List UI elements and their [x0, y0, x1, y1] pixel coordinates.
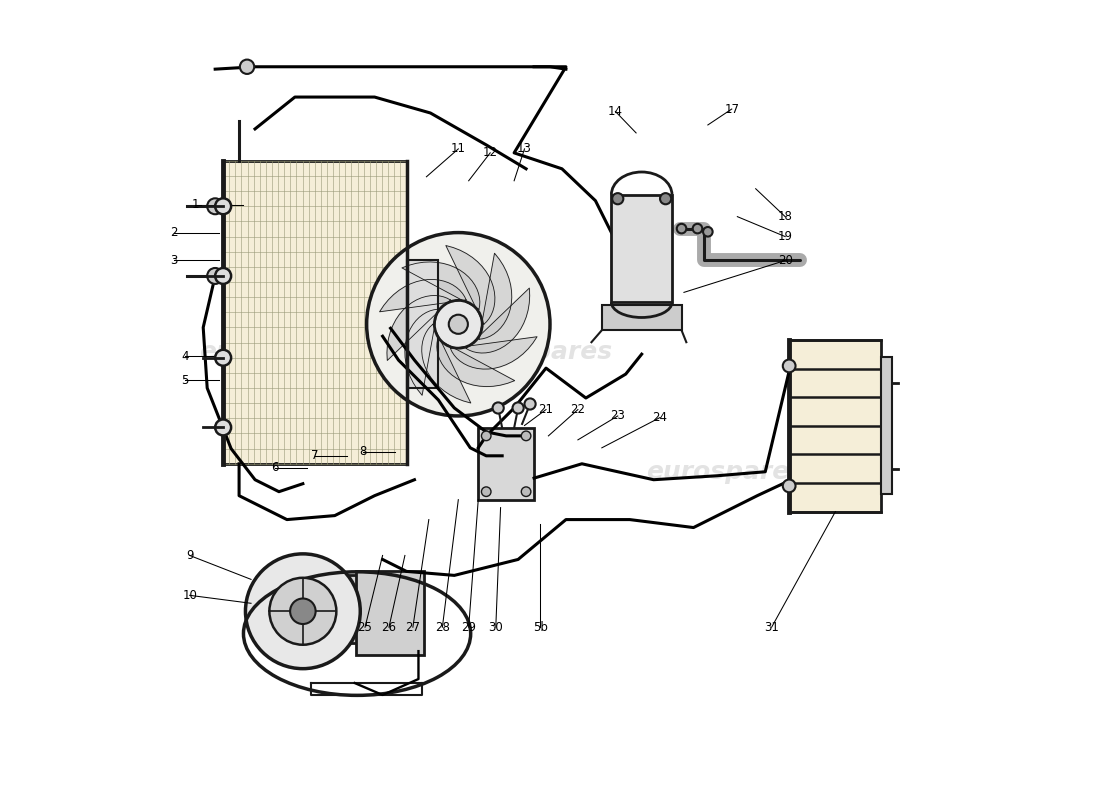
Text: 4: 4	[182, 350, 188, 362]
Text: 18: 18	[778, 210, 793, 223]
Circle shape	[693, 224, 702, 234]
Circle shape	[521, 431, 531, 441]
Polygon shape	[450, 337, 537, 369]
Text: 31: 31	[764, 621, 779, 634]
Bar	[478, 428, 535, 500]
Circle shape	[216, 268, 231, 284]
Text: 22: 22	[571, 403, 585, 416]
Text: 10: 10	[183, 589, 197, 602]
Text: 30: 30	[488, 621, 503, 634]
Polygon shape	[446, 246, 495, 324]
Text: 7: 7	[311, 450, 319, 462]
Circle shape	[216, 419, 231, 435]
Bar	[223, 161, 407, 464]
Text: 11: 11	[451, 142, 465, 155]
Text: 6: 6	[272, 462, 278, 474]
Circle shape	[270, 578, 337, 645]
Text: 23: 23	[610, 410, 625, 422]
Text: 5: 5	[182, 374, 188, 386]
Text: 5b: 5b	[534, 621, 548, 634]
Polygon shape	[402, 262, 480, 310]
Polygon shape	[466, 288, 530, 353]
Text: 17: 17	[724, 102, 739, 115]
Circle shape	[703, 227, 713, 237]
Text: 27: 27	[406, 621, 420, 634]
Bar	[356, 571, 424, 655]
Circle shape	[521, 487, 531, 497]
Bar	[881, 358, 892, 494]
Polygon shape	[379, 279, 466, 312]
Text: 28: 28	[434, 621, 450, 634]
Circle shape	[482, 431, 491, 441]
Circle shape	[240, 59, 254, 74]
Circle shape	[613, 193, 624, 204]
Circle shape	[290, 598, 316, 624]
Circle shape	[449, 314, 468, 334]
Circle shape	[676, 224, 686, 234]
Circle shape	[525, 398, 536, 410]
Text: 20: 20	[778, 254, 793, 267]
Text: 12: 12	[483, 146, 497, 159]
Bar	[789, 340, 881, 512]
Circle shape	[366, 233, 550, 416]
Text: 14: 14	[608, 105, 623, 118]
Text: 24: 24	[652, 411, 668, 424]
Text: 9: 9	[186, 549, 194, 562]
Circle shape	[513, 402, 524, 414]
Text: eurospares: eurospares	[454, 340, 613, 364]
Text: eurospares: eurospares	[646, 460, 804, 484]
Bar	[295, 575, 386, 643]
Text: 29: 29	[461, 621, 476, 634]
Circle shape	[207, 198, 223, 214]
Bar	[407, 261, 439, 388]
Circle shape	[216, 198, 231, 214]
Circle shape	[245, 554, 361, 669]
Bar	[602, 305, 682, 330]
Text: 26: 26	[382, 621, 396, 634]
Circle shape	[434, 300, 482, 348]
Circle shape	[207, 268, 223, 284]
Polygon shape	[387, 295, 450, 361]
Text: 13: 13	[517, 142, 532, 155]
Polygon shape	[437, 339, 515, 386]
Text: 25: 25	[358, 621, 373, 634]
Text: 2: 2	[170, 226, 177, 239]
Polygon shape	[478, 254, 512, 339]
Polygon shape	[421, 324, 471, 403]
Text: 19: 19	[778, 230, 793, 243]
Circle shape	[482, 487, 491, 497]
Text: 1: 1	[191, 198, 199, 211]
Bar	[612, 194, 672, 302]
Text: 21: 21	[539, 403, 553, 416]
Text: 8: 8	[359, 446, 366, 458]
Circle shape	[660, 193, 671, 204]
Circle shape	[493, 402, 504, 414]
Circle shape	[216, 350, 231, 366]
Circle shape	[783, 359, 795, 372]
Text: eurospares: eurospares	[199, 340, 358, 364]
Circle shape	[783, 479, 795, 492]
Polygon shape	[405, 310, 438, 395]
Text: 3: 3	[170, 254, 177, 267]
